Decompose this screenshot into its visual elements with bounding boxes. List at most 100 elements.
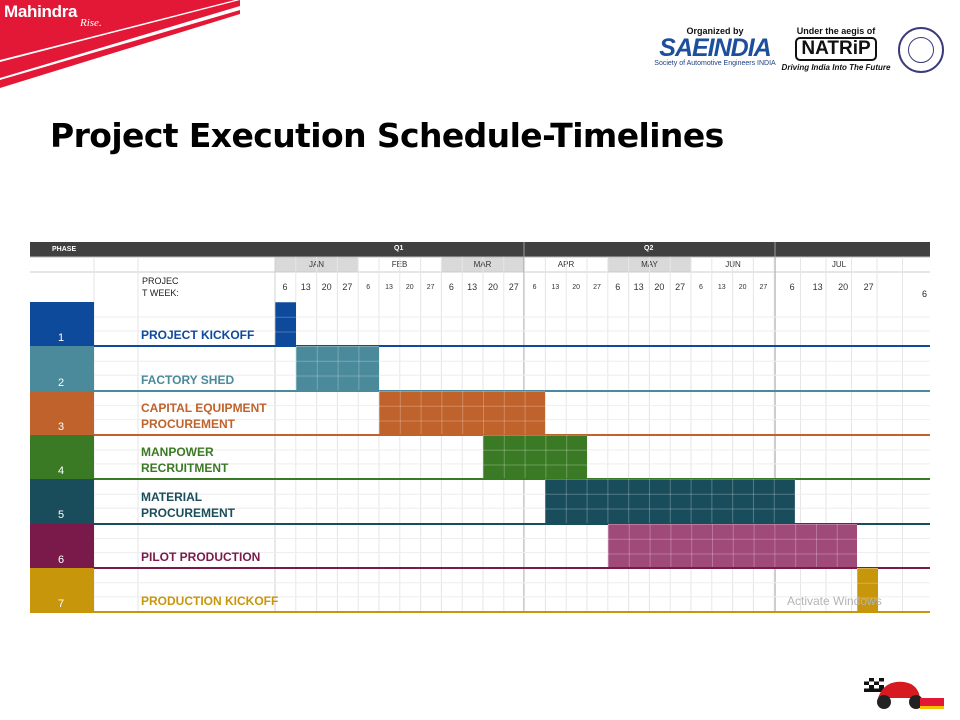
government-emblem-icon: [898, 27, 944, 73]
week-label-line1: PROJEC: [142, 276, 179, 286]
week-label: 13: [633, 282, 644, 292]
phase-number: 6: [58, 553, 65, 566]
phase-number: 7: [58, 598, 65, 611]
week-label: 6: [532, 284, 537, 291]
phase-name-line1: FACTORY SHED: [141, 372, 235, 387]
phase-row-rule: [30, 522, 930, 525]
phase-name: PRODUCTION KICKOFF: [141, 593, 278, 609]
week-label: 27: [426, 284, 435, 291]
week-label: 6: [282, 282, 288, 292]
phase-name-line1: PILOT PRODUCTION: [141, 549, 261, 564]
phase-number-block: 1: [30, 302, 94, 347]
week-label: 13: [551, 284, 560, 291]
month-jul: JUL: [831, 260, 847, 269]
phase-name: MATERIAL PROCUREMENT: [141, 489, 235, 521]
gantt-bar: [545, 479, 795, 524]
phase-number-block: 3: [30, 390, 94, 435]
gantt-bar: [379, 390, 546, 435]
phase-header: PHASE: [52, 246, 77, 253]
gantt-bar: [483, 434, 587, 480]
phase-number-block: 7: [30, 567, 94, 613]
phase-name-line1: CAPITAL EQUIPMENT: [141, 400, 267, 415]
saeindia-logo: Organized by SAEINDIA Society of Automot…: [650, 26, 780, 80]
week-label: 13: [467, 282, 478, 292]
phase-name: PILOT PRODUCTION: [141, 549, 260, 565]
week-label: 27: [759, 284, 768, 291]
quarter-label-q1: Q1: [394, 245, 404, 252]
natrip-name: NATRiP: [795, 37, 877, 61]
phase-row-rule: [30, 611, 930, 614]
phase-name-line2: PROCUREMENT: [141, 416, 236, 431]
organizer-name: SAEINDIA: [659, 34, 771, 62]
brand-tagline: Rise.: [80, 17, 102, 29]
week-label: 27: [342, 282, 353, 292]
phase-number: 4: [58, 465, 65, 478]
phase-name-line2: RECRUITMENT: [141, 461, 229, 476]
schedule-table: PHASE Q1 Q2 JAN FEB MAR APR MAY JUN JUL …: [30, 242, 930, 614]
natrip-tagline: Driving India Into The Future: [781, 63, 891, 72]
month-mar: MAR: [441, 257, 524, 272]
aegis-caption: Under the aegis of: [796, 26, 876, 36]
phase-number-block: 6: [30, 523, 94, 568]
gantt-bar: [607, 523, 858, 568]
phase-name: CAPITAL EQUIPMENT PROCUREMENT: [141, 400, 267, 432]
phase-name-line2: PROCUREMENT: [141, 505, 236, 520]
week-label: 13: [385, 284, 393, 291]
phase-number: 1: [58, 332, 65, 345]
week-label-jul: 13: [812, 282, 823, 292]
month-may: MAY: [608, 257, 691, 272]
quarter-label-q2: Q2: [644, 245, 654, 252]
baja-logo-icon: [864, 678, 944, 709]
week-label: 20: [405, 284, 414, 291]
slide-title: Project Execution Schedule-Timelines: [50, 116, 724, 155]
month-jun: JUN: [725, 260, 741, 269]
phase-name-line1: MATERIAL: [141, 489, 203, 504]
phase-number: 5: [58, 509, 65, 522]
week-label: 6: [448, 282, 454, 292]
week-label-jul: 6: [789, 282, 795, 292]
phase-number: 2: [58, 376, 65, 389]
month-apr: APR: [557, 260, 575, 269]
week-label: 6: [615, 282, 621, 292]
organizer-caption: Organized by: [686, 26, 744, 36]
gantt-bar: [857, 567, 879, 613]
week-label-jul-trailing: 6: [922, 289, 928, 299]
phase-number-block: 2: [30, 346, 94, 391]
month-feb: FEB: [391, 260, 408, 269]
week-label: 27: [593, 284, 601, 291]
phase-row-rule: [30, 478, 930, 481]
emblem-inner-ring: [908, 37, 934, 63]
phase-row-rule: [30, 345, 930, 348]
week-label: 20: [738, 284, 747, 291]
phase-number-block: 5: [30, 479, 94, 524]
week-label-line2: T WEEK:: [142, 288, 179, 298]
week-label: 6: [699, 284, 703, 291]
week-label: 6: [366, 284, 371, 291]
week-label: 20: [654, 282, 665, 292]
phase-row-rule: [30, 433, 930, 436]
week-label: 20: [487, 282, 498, 292]
phase-name-line1: PRODUCTION KICKOFF: [141, 594, 279, 609]
brand-name: Mahindra: [4, 2, 78, 21]
phase-name-line1: MANPOWER: [141, 445, 214, 460]
brand-ribbon: [0, 0, 240, 88]
week-label-jul: 20: [838, 282, 849, 292]
week-label: 20: [572, 284, 581, 291]
phase-number-block: 4: [30, 434, 94, 480]
week-label: 20: [321, 282, 332, 292]
month-jan: JAN: [275, 257, 358, 272]
week-label: 27: [508, 282, 519, 292]
activate-windows-watermark: Activate Windows: [787, 594, 882, 608]
phase-number: 3: [58, 420, 65, 433]
phase-row-rule: [30, 566, 930, 569]
phase-name: FACTORY SHED: [141, 372, 234, 388]
natrip-logo: Under the aegis of NATRiP Driving India …: [780, 26, 892, 80]
phase-name: MANPOWER RECRUITMENT: [141, 444, 228, 476]
phase-name-line1: PROJECT KICKOFF: [141, 328, 255, 343]
week-label-jul: 27: [863, 282, 874, 292]
organizer-subtitle: Society of Automotive Engineers INDIA: [654, 60, 776, 67]
quarter-header-band: [30, 242, 930, 257]
phase-name: PROJECT KICKOFF: [141, 327, 254, 343]
mahindra-brand: Mahindra Rise.: [0, 0, 240, 90]
week-label: 27: [675, 282, 686, 292]
